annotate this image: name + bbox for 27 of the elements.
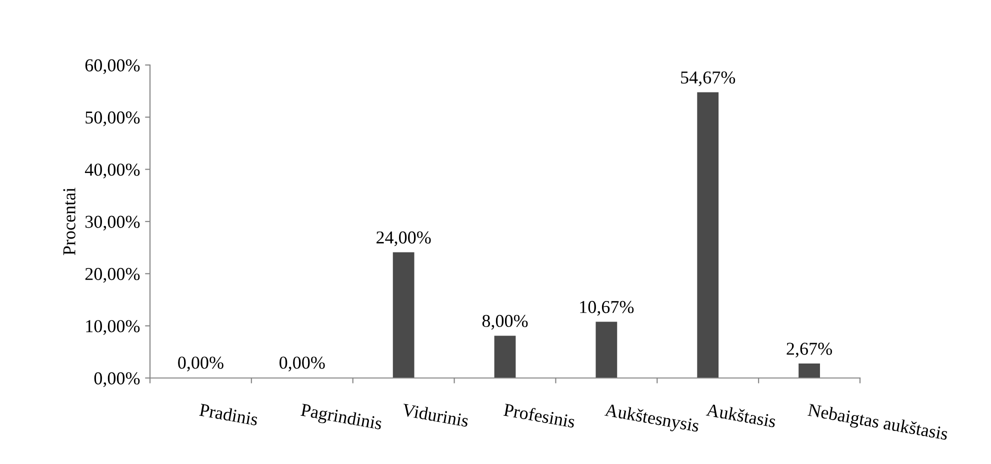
bar [494, 336, 516, 378]
data-label: 0,00% [280, 356, 325, 372]
data-label: 8,00% [482, 314, 528, 330]
y-tick-label: 50,00% [86, 111, 140, 126]
y-axis-title: Procentai [63, 188, 76, 256]
data-label: 2,67% [786, 342, 832, 358]
y-tick-label: 60,00% [85, 59, 140, 74]
y-tick-label: 10,00% [86, 320, 140, 335]
x-tick-label: Nebaigtas aukštasis [806, 403, 948, 444]
bar [392, 252, 414, 378]
x-tick-label: Vidurinis [402, 403, 470, 428]
bar [697, 92, 719, 378]
x-tick-label: Pradinis [199, 403, 258, 426]
data-label: 10,67% [580, 300, 634, 316]
x-tick-label: Aukštesnysis [604, 403, 700, 436]
data-label: 54,67% [681, 71, 736, 86]
bar [596, 322, 618, 378]
x-tick-label: Pagrindinis [300, 403, 383, 434]
data-label: 24,00% [376, 231, 431, 246]
y-tick-label: 0,00% [94, 372, 140, 388]
y-tick-label: 40,00% [84, 164, 140, 178]
x-tick-label: Aukštasis [706, 402, 776, 428]
y-tick-label: 20,00% [85, 268, 140, 283]
bar [798, 364, 820, 378]
data-label: 0,00% [178, 356, 224, 372]
x-tick-label: Profesinis [503, 402, 576, 428]
y-tick-label: 30,00% [85, 216, 140, 231]
